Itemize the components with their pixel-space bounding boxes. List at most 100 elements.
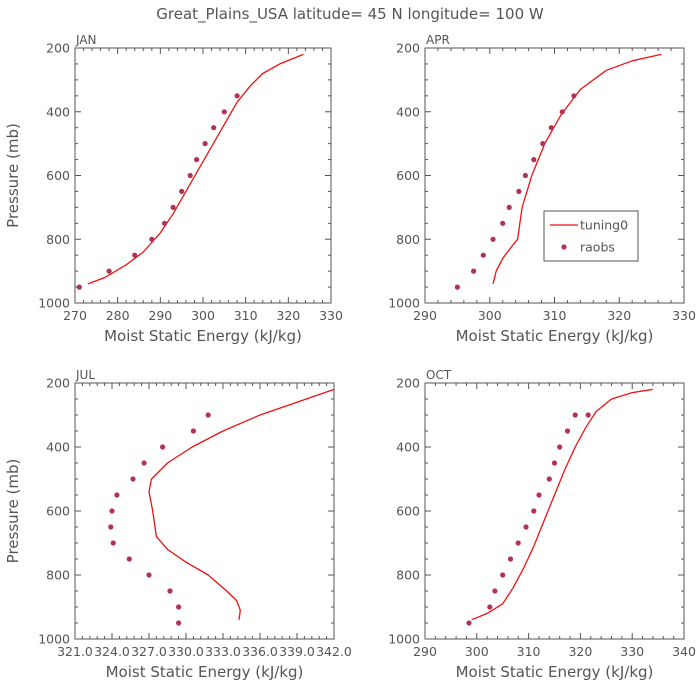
series-line-tuning0	[471, 388, 653, 621]
y-tick-label: 800	[46, 568, 70, 583]
y-tick-label: 200	[396, 376, 420, 391]
plot-frame	[74, 47, 332, 304]
y-tick-label: 200	[46, 376, 70, 391]
data-point-raobs	[487, 604, 493, 610]
y-tick-label: 600	[46, 504, 70, 519]
legend-marker-swatch	[561, 244, 567, 250]
x-tick-label: 330	[319, 308, 343, 323]
x-tick-label: 270	[63, 308, 87, 323]
panels: JAN 270 280 290 300 310 320 330 200 400 600 800 1000…	[4, 33, 696, 681]
data-point-raobs	[190, 428, 196, 434]
panel-title: OCT	[426, 368, 452, 382]
x-tick-label: 300	[191, 308, 215, 323]
x-axis-label: Moist Static Energy (kJ/kg)	[106, 663, 304, 681]
x-tick-label: 290	[148, 308, 172, 323]
data-point-raobs	[205, 412, 211, 418]
data-point-raobs	[564, 428, 571, 434]
data-point-raobs	[170, 204, 176, 210]
data-point-raobs	[507, 556, 514, 562]
data-point-raobs	[179, 188, 185, 194]
x-tick-label: 340	[672, 644, 696, 659]
x-axis-label: Moist Static Energy (kJ/kg)	[456, 663, 654, 681]
panel-title: APR	[426, 33, 450, 47]
data-point-raobs	[187, 172, 193, 179]
data-point-raobs	[110, 540, 116, 546]
y-tick-label: 400	[396, 440, 420, 455]
x-tick-label: 290	[413, 308, 437, 323]
data-point-raobs	[557, 444, 563, 450]
x-tick-label: 324.0	[94, 644, 130, 659]
data-point-raobs	[466, 620, 472, 626]
data-point-raobs	[109, 508, 115, 514]
y-tick-label: 800	[396, 568, 420, 583]
x-tick-label: 336.0	[242, 644, 278, 659]
data-point-raobs	[167, 588, 173, 594]
series-line-tuning0	[87, 53, 304, 285]
data-point-raobs	[540, 141, 546, 147]
x-tick-label: 327.0	[131, 644, 167, 659]
data-point-raobs	[585, 412, 591, 418]
x-tick-label: 300	[478, 308, 502, 323]
y-tick-label: 1000	[38, 632, 70, 647]
data-point-raobs	[132, 252, 138, 258]
data-point-raobs	[160, 444, 166, 450]
x-tick-label: 280	[106, 308, 130, 323]
y-tick-label: 400	[396, 104, 420, 119]
data-point-raobs	[471, 268, 477, 274]
series-line-tuning0	[492, 53, 662, 285]
data-point-raobs	[162, 220, 168, 226]
data-point-raobs	[546, 476, 552, 482]
data-point-raobs	[130, 476, 136, 482]
data-point-raobs	[211, 125, 217, 131]
y-tick-label: 400	[46, 104, 70, 119]
x-tick-label: 330	[672, 308, 696, 323]
x-tick-label: 310	[234, 308, 258, 323]
data-point-raobs	[126, 556, 132, 562]
data-point-raobs	[536, 492, 542, 498]
y-axis-label: Pressure (mb)	[4, 459, 22, 564]
y-tick-label: 1000	[388, 296, 420, 311]
x-tick-label: 320	[568, 644, 592, 659]
data-point-raobs	[480, 252, 486, 258]
data-point-raobs	[523, 524, 529, 530]
x-tick-label: 330.0	[168, 644, 204, 659]
x-tick-label: 310	[517, 644, 541, 659]
x-tick-label: 330	[620, 644, 644, 659]
data-point-raobs	[202, 141, 208, 147]
x-axis-label: Moist Static Energy (kJ/kg)	[104, 327, 302, 345]
x-tick-label: 300	[465, 644, 489, 659]
panel-oct: OCT 290 300 310 320 330 340 200 400 600 800 1000 Moi…	[388, 368, 696, 681]
data-point-raobs	[559, 109, 565, 115]
y-tick-label: 1000	[38, 296, 70, 311]
data-point-raobs	[548, 125, 554, 131]
data-point-raobs	[176, 604, 182, 610]
x-tick-label: 333.0	[205, 644, 241, 659]
y-tick-label: 800	[396, 232, 420, 247]
figure-title: Great_Plains_USA latitude= 45 N longitud…	[156, 5, 544, 24]
data-point-raobs	[141, 460, 147, 466]
data-point-raobs	[221, 109, 227, 115]
data-point-raobs	[506, 204, 512, 210]
y-tick-label: 1000	[388, 632, 420, 647]
y-tick-label: 200	[46, 41, 70, 56]
y-axis-label: Pressure (mb)	[4, 123, 22, 228]
data-point-raobs	[571, 93, 577, 99]
data-point-raobs	[500, 220, 506, 226]
data-point-raobs	[490, 236, 496, 242]
series-line-tuning0	[148, 388, 335, 620]
data-point-raobs	[516, 188, 522, 194]
panel-title: JUL	[75, 368, 95, 382]
data-point-raobs	[454, 284, 460, 290]
y-tick-label: 600	[46, 168, 70, 183]
legend: tuning0 raobs	[543, 210, 639, 262]
y-tick-label: 800	[46, 232, 70, 247]
x-axis-label: Moist Static Energy (kJ/kg)	[456, 327, 654, 345]
data-point-raobs	[572, 412, 578, 418]
legend-label: tuning0	[580, 218, 628, 233]
plot-frame	[424, 47, 685, 304]
legend-box	[543, 210, 639, 262]
legend-label: raobs	[580, 240, 615, 255]
panel-title: JAN	[75, 33, 97, 47]
data-point-raobs	[76, 284, 82, 290]
